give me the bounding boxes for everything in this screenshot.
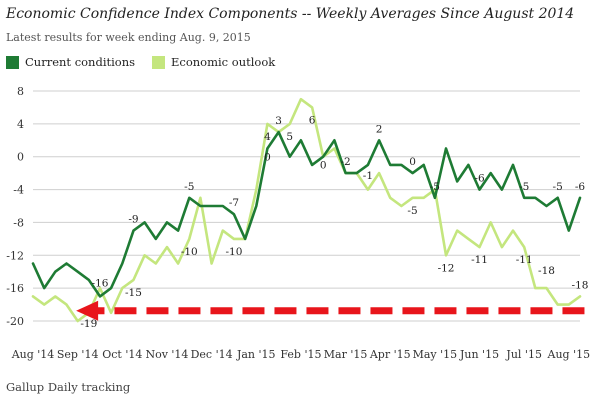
data-label: -5 <box>407 205 417 217</box>
source-note: Gallup Daily tracking <box>6 380 131 394</box>
y-tick-label: 8 <box>17 85 24 98</box>
data-label: -18 <box>538 265 555 277</box>
legend-item-current-conditions: Current conditions <box>6 55 135 69</box>
series-line-current-conditions <box>31 130 582 298</box>
data-label: 0 <box>264 152 271 164</box>
y-tick-label: -20 <box>6 315 24 328</box>
legend-swatch-current-conditions <box>6 55 19 69</box>
x-tick-label: May '15 <box>413 348 458 361</box>
data-label: -5 <box>553 181 563 193</box>
data-label: -10 <box>225 246 242 258</box>
data-label: 4 <box>264 131 271 143</box>
data-label: -16 <box>92 277 109 289</box>
data-label: -10 <box>181 246 198 258</box>
y-tick-label: -4 <box>13 184 24 197</box>
legend-swatch-economic-outlook <box>152 55 165 69</box>
y-tick-label: -12 <box>6 249 24 262</box>
data-label: -2 <box>340 156 350 168</box>
x-tick-label: Jun '15 <box>459 348 499 361</box>
x-tick-label: Feb '15 <box>280 348 321 361</box>
x-tick-label: Oct '14 <box>102 348 142 361</box>
data-label: -11 <box>471 254 488 266</box>
data-label: -6 <box>575 181 586 193</box>
data-label: -5 <box>519 181 529 193</box>
x-tick-label: Sep '14 <box>57 348 99 361</box>
data-label: 5 <box>286 131 293 143</box>
x-tick-label: Jan '15 <box>236 348 276 361</box>
data-label: 0 <box>320 160 327 172</box>
data-label: -12 <box>438 262 455 274</box>
data-label: 6 <box>309 114 316 126</box>
data-label: -19 <box>80 318 97 330</box>
chart-title: Economic Confidence Index Components -- … <box>6 6 575 22</box>
data-label: 0 <box>409 156 416 168</box>
series-line-economic-outlook <box>31 97 582 323</box>
y-tick-label: 0 <box>17 151 24 164</box>
data-label: 2 <box>376 123 383 135</box>
legend-label-economic-outlook: Economic outlook <box>171 55 276 69</box>
legend-label-current-conditions: Current conditions <box>25 55 136 69</box>
data-label: -9 <box>128 214 138 226</box>
y-tick-label: 4 <box>17 118 24 131</box>
legend-item-economic-outlook: Economic outlook <box>152 55 275 69</box>
data-label: -7 <box>229 197 239 209</box>
data-label: -15 <box>125 287 142 299</box>
data-label: -5 <box>430 181 440 193</box>
data-label: -1 <box>363 170 373 182</box>
y-tick-label: -8 <box>13 216 24 229</box>
x-tick-label: Aug '15 <box>547 348 591 361</box>
chart-subtitle: Latest results for week ending Aug. 9, 2… <box>6 31 251 44</box>
data-label: -6 <box>474 173 485 185</box>
x-tick-label: Mar '15 <box>324 348 368 361</box>
reference-arrow-head <box>76 300 99 321</box>
x-tick-label: Dec '14 <box>191 348 233 361</box>
x-tick-label: Nov '14 <box>145 348 188 361</box>
x-tick-label: Jul '15 <box>505 348 542 361</box>
data-label: 3 <box>275 115 282 127</box>
y-tick-label: -16 <box>6 282 24 295</box>
x-tick-label: Apr '15 <box>369 348 411 361</box>
x-tick-label: Aug '14 <box>11 348 55 361</box>
data-label: -18 <box>572 279 589 291</box>
data-label: -5 <box>184 181 194 193</box>
data-label: -11 <box>516 254 533 266</box>
